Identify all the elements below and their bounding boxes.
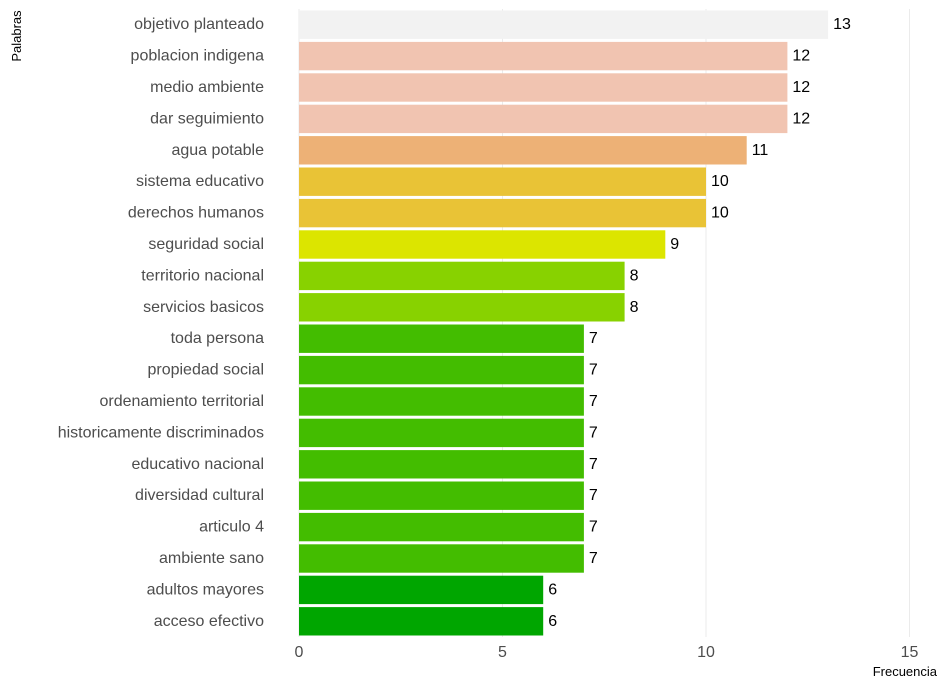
category-label-objetivo-planteado: objetivo planteado (134, 16, 264, 33)
bar-historicamente-discriminados (299, 418, 584, 448)
category-label-educativo-nacional: educativo nacional (131, 456, 264, 473)
value-label-objetivo-planteado: 13 (833, 16, 851, 33)
x-tick-label-5: 5 (498, 644, 507, 661)
category-label-derechos-humanos: derechos humanos (128, 205, 264, 222)
value-label-territorio-nacional: 8 (630, 267, 639, 284)
value-label-adultos-mayores: 6 (548, 581, 557, 598)
category-label-articulo-4: articulo 4 (199, 519, 264, 536)
value-label-medio-ambiente: 12 (792, 79, 810, 96)
category-label-servicios-basicos: servicios basicos (143, 299, 264, 316)
value-label-educativo-nacional: 7 (589, 456, 598, 473)
category-label-acceso-efectivo: acceso efectivo (154, 613, 264, 630)
value-label-derechos-humanos: 10 (711, 205, 729, 222)
x-tick-labels: 0 5 10 15 (295, 644, 919, 661)
x-axis-title: Frecuencia (873, 664, 938, 679)
value-label-propiedad-social: 7 (589, 362, 598, 379)
category-label-ambiente-sano: ambiente sano (159, 550, 264, 567)
value-label-diversidad-cultural: 7 (589, 487, 598, 504)
value-label-poblacion-indigena: 12 (792, 48, 810, 65)
bar-seguridad-social (299, 230, 666, 259)
bar-diversidad-cultural (299, 481, 584, 510)
category-label-toda-persona: toda persona (171, 330, 265, 347)
bar-acceso-efectivo (299, 607, 544, 636)
value-label-acceso-efectivo: 6 (548, 613, 557, 630)
value-label-ordenamiento-territorial: 7 (589, 393, 598, 410)
bar-toda-persona (299, 324, 584, 353)
category-label-sistema-educativo: sistema educativo (136, 173, 264, 190)
grid-lines (298, 9, 910, 637)
bar-articulo-4 (299, 512, 584, 542)
value-label-ambiente-sano: 7 (589, 550, 598, 567)
x-tick-label-15: 15 (901, 644, 919, 661)
value-label-servicios-basicos: 8 (630, 299, 639, 316)
bar-adultos-mayores (299, 575, 544, 605)
value-label-dar-seguimiento: 12 (792, 110, 810, 127)
bar-agua-potable (299, 136, 747, 165)
bar-ordenamiento-territorial (299, 387, 584, 416)
value-label-toda-persona: 7 (589, 330, 598, 347)
category-label-diversidad-cultural: diversidad cultural (135, 487, 264, 504)
y-axis-title: Palabras (9, 10, 24, 62)
value-label-sistema-educativo: 10 (711, 173, 729, 190)
x-tick-label-0: 0 (295, 644, 304, 661)
category-label-poblacion-indigena: poblacion indigena (131, 48, 265, 65)
x-tick-label-10: 10 (697, 644, 715, 661)
category-label-medio-ambiente: medio ambiente (150, 79, 264, 96)
value-label-seguridad-social: 9 (670, 236, 679, 253)
category-label-agua-potable: agua potable (171, 142, 264, 159)
bars (299, 10, 829, 636)
bar-sistema-educativo (299, 167, 706, 196)
category-label-seguridad-social: seguridad social (148, 236, 264, 253)
bar-territorio-nacional (299, 261, 625, 291)
bar-derechos-humanos (299, 198, 706, 228)
value-label-historicamente-discriminados: 7 (589, 424, 598, 441)
category-labels: objetivo planteado poblacion indigena medi… (58, 16, 264, 630)
bar-poblacion-indigena (299, 41, 788, 71)
category-label-propiedad-social: propiedad social (147, 362, 264, 379)
value-labels: 13 12 12 12 11 10 10 9 8 8 7 7 7 7 7 7 7 7 6 6 (548, 16, 851, 630)
category-label-adultos-mayores: adultos mayores (147, 581, 264, 598)
category-label-dar-seguimiento: dar seguimiento (150, 110, 264, 127)
bar-objetivo-planteado (299, 10, 829, 39)
category-label-historicamente-discriminados: historicamente discriminados (58, 424, 264, 441)
category-label-ordenamiento-territorial: ordenamiento territorial (99, 393, 264, 410)
bar-propiedad-social (299, 355, 584, 385)
category-label-territorio-nacional: territorio nacional (141, 267, 264, 284)
value-label-articulo-4: 7 (589, 519, 598, 536)
bar-medio-ambiente (299, 73, 788, 102)
bar-dar-seguimiento (299, 104, 788, 134)
value-label-agua-potable: 11 (752, 142, 769, 159)
bar-educativo-nacional (299, 450, 584, 479)
bar-ambiente-sano (299, 544, 584, 573)
bar-servicios-basicos (299, 293, 625, 322)
